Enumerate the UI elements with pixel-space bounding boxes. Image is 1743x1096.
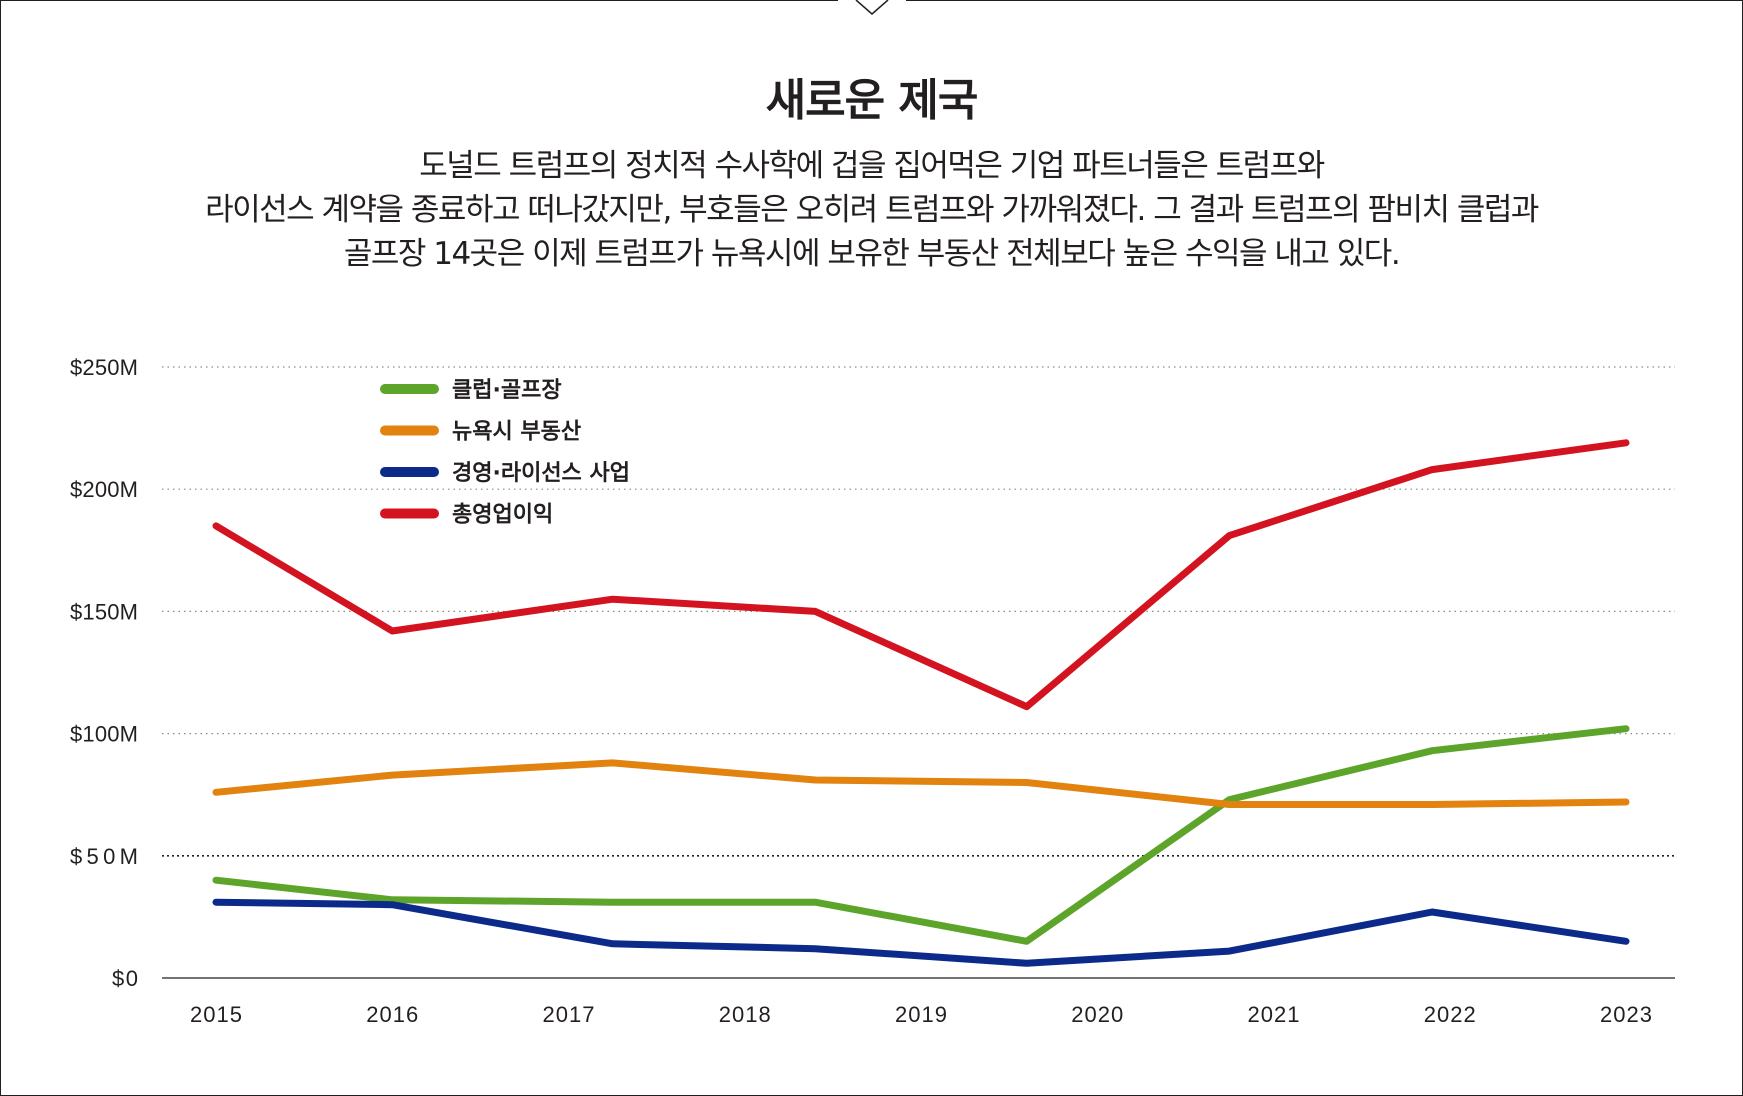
subtitle-line: 골프장 14곳은 이제 트럼프가 뉴욕시에 보유한 부동산 전체보다 높은 수익… — [343, 236, 1401, 272]
x-tick-label: 2015 — [190, 1002, 242, 1027]
subtitle-line: 도널드 트럼프의 정치적 수사학에 겁을 집어먹은 기업 파트너들은 트럼프와 — [419, 148, 1325, 184]
chart-subtitle: 도널드 트럼프의 정치적 수사학에 겁을 집어먹은 기업 파트너들은 트럼프와 … — [90, 144, 1653, 276]
legend-label: 클럽·골프장 — [452, 378, 562, 403]
x-tick-label: 2018 — [719, 1002, 771, 1027]
y-tick-label: $150M — [70, 599, 138, 624]
legend-label: 총영업이익 — [452, 503, 553, 528]
x-tick-label: 2023 — [1600, 1002, 1652, 1027]
subtitle-line: 라이선스 계약을 종료하고 떠나갔지만, 부호들은 오히려 트럼프와 가까워졌다… — [205, 192, 1539, 228]
legend-label: 경영·라이선스 사업 — [452, 461, 630, 486]
x-tick-label: 2017 — [543, 1002, 595, 1027]
x-tick-label: 2016 — [366, 1002, 418, 1027]
y-tick-label: $100M — [70, 722, 138, 747]
series-line — [212, 725, 1630, 945]
chevron-down-icon — [855, 0, 889, 15]
notch-gap — [838, 0, 906, 3]
legend-label: 뉴욕시 부동산 — [452, 420, 581, 445]
series-line — [212, 898, 1630, 967]
y-tick-label: $200M — [70, 477, 138, 502]
chart-title: 새로운 제국 — [765, 75, 979, 126]
x-tick-label: 2022 — [1424, 1002, 1476, 1027]
series-line — [212, 759, 1630, 808]
y-tick-label: $0 — [112, 966, 138, 991]
y-tick-label: $50M — [70, 844, 138, 869]
x-tick-label: 2021 — [1248, 1002, 1300, 1027]
x-tick-label: 2019 — [895, 1002, 947, 1027]
series-line — [212, 439, 1630, 711]
x-tick-label: 2020 — [1071, 1002, 1123, 1027]
y-tick-label: $250M — [70, 355, 138, 380]
